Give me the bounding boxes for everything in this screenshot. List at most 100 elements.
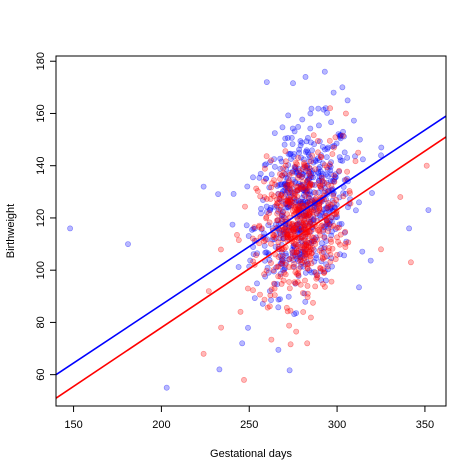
data-point-series1 [320,189,327,196]
data-point-series2 [286,279,292,285]
data-point-series1 [296,219,303,226]
data-point-series2 [290,200,297,206]
data-point-series1 [278,198,285,204]
data-point-series2 [296,206,303,213]
data-point-series1 [318,152,324,159]
data-point-series1 [312,158,319,165]
data-point-series2 [299,202,306,209]
data-point-series2 [297,254,304,261]
data-point-series1 [309,237,316,244]
data-point-series2 [301,236,308,243]
data-point-series1 [305,180,312,187]
data-point-series1 [247,257,254,264]
data-point-series1 [343,238,350,245]
data-point-series1 [284,185,291,192]
data-point-series2 [282,261,289,268]
data-point-series1 [299,116,306,123]
data-point-series1 [300,203,307,210]
data-point-series1 [301,222,308,229]
data-point-series2 [302,193,308,199]
data-point-series2 [205,288,212,294]
data-point-series2 [286,226,293,233]
data-point-series1 [322,205,329,211]
data-point-series1 [304,177,311,184]
data-point-series1 [304,261,311,267]
data-point-series2 [309,234,315,241]
data-point-series2 [277,171,283,177]
data-point-series1 [321,184,328,191]
data-point-series2 [257,291,263,298]
data-point-series1 [266,184,273,191]
data-point-series2 [296,202,303,209]
data-point-series1 [337,251,343,258]
data-point-series1 [319,209,326,216]
data-point-series2 [347,190,353,196]
y-tick-label: 140 [35,157,47,175]
data-point-series1 [318,210,324,217]
data-point-series2 [307,182,313,189]
data-point-series1 [281,265,288,272]
data-point-series1 [235,264,242,270]
data-point-series2 [304,251,310,258]
data-point-series1 [282,201,289,207]
data-point-series2 [306,212,312,218]
data-point-series2 [325,228,331,234]
data-point-series2 [306,164,313,171]
data-point-series2 [307,180,313,187]
data-point-series2 [301,161,308,168]
data-point-series2 [249,235,256,242]
data-point-series2 [295,237,302,243]
data-point-series1 [322,277,329,284]
data-point-series1 [308,170,314,177]
data-point-series1 [321,233,328,240]
data-point-series1 [339,157,346,164]
data-point-series1 [318,173,325,180]
data-point-series2 [308,206,315,213]
y-tick-label: 160 [35,104,47,122]
data-point-series2 [314,137,321,144]
data-point-series1 [328,119,334,126]
data-point-series1 [325,224,332,231]
data-point-series1 [297,254,304,261]
x-axis-label: Gestational days [210,448,292,460]
data-point-series1 [280,229,287,236]
data-point-series1 [321,206,327,213]
data-point-series2 [309,152,316,159]
data-point-series1 [271,130,278,136]
data-point-series1 [300,192,307,198]
data-point-series2 [321,254,328,261]
data-point-series2 [306,194,312,201]
data-point-series1 [323,253,330,260]
data-point-series1 [300,164,307,171]
data-point-series1 [250,225,257,232]
data-point-series2 [397,194,404,200]
data-point-series2 [324,221,331,227]
data-point-series1 [321,146,328,153]
data-point-series2 [288,255,295,261]
data-point-series2 [301,250,308,257]
data-point-series2 [306,248,313,255]
data-point-series1 [320,248,327,255]
data-point-series2 [302,261,309,268]
data-point-series2 [302,183,309,190]
data-point-series1 [263,79,270,85]
data-point-series2 [311,238,318,245]
data-point-series1 [296,227,302,234]
data-point-series2 [300,233,306,240]
data-point-series1 [284,203,291,210]
data-point-series1 [302,233,309,240]
data-point-series1 [310,217,317,224]
data-point-series1 [315,189,322,196]
data-point-series2 [268,260,274,266]
data-point-series1 [352,153,358,160]
data-point-series1 [302,298,309,305]
data-point-series2 [282,148,289,155]
data-point-series2 [342,240,349,247]
data-point-series1 [267,204,274,211]
data-point-series1 [260,197,266,203]
data-point-series2 [312,283,319,290]
data-point-series2 [327,161,333,168]
data-point-series1 [275,190,282,197]
data-point-series1 [285,204,292,211]
data-point-series1 [337,132,344,138]
